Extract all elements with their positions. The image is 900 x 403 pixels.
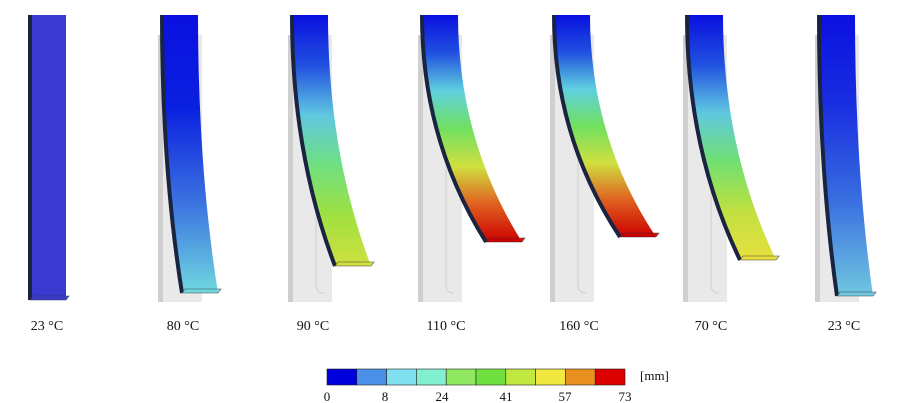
- strip-end: [334, 261, 375, 267]
- temperature-label: 80 °C: [167, 319, 199, 334]
- strip: [292, 15, 371, 266]
- strip-edge: [552, 14, 622, 239]
- colorbar-swatch: [505, 368, 536, 386]
- colorbar-unit: [mm]: [640, 368, 669, 383]
- colorbar-tick-label: 41: [500, 389, 513, 403]
- colorbar-swatch: [416, 368, 447, 386]
- strip-end: [739, 255, 780, 261]
- strip: [819, 15, 873, 296]
- colorbar: 0 8 24 41 57 73 [mm]: [324, 368, 669, 403]
- strip: [554, 15, 656, 237]
- plate-edge: [418, 35, 423, 302]
- colorbar-tick-label: 57: [559, 389, 573, 403]
- colorbar-swatch: [445, 368, 477, 386]
- strip-edge: [160, 14, 184, 294]
- colorbar-swatch: [356, 368, 387, 386]
- colorbar-tick-label: 73: [619, 389, 632, 403]
- temperature-label: 23 °C: [31, 319, 63, 334]
- plate-groove: [577, 55, 587, 294]
- strip-end: [836, 291, 877, 297]
- strip-end: [619, 232, 660, 238]
- temperature-label: 160 °C: [559, 319, 598, 334]
- strip-edge: [685, 14, 742, 261]
- strip-end: [485, 237, 526, 243]
- colorbar-swatch: [326, 368, 358, 386]
- colorbar-swatch: [565, 368, 596, 386]
- plate-groove: [315, 55, 325, 294]
- strip: [30, 15, 66, 300]
- plate-edge: [550, 35, 555, 302]
- strip-edge: [817, 14, 839, 297]
- temperature-label: 70 °C: [695, 319, 727, 334]
- strip-end: [181, 288, 222, 294]
- temperature-label: 90 °C: [297, 319, 329, 334]
- plate-groove: [445, 55, 455, 294]
- strip: [687, 15, 776, 260]
- plate-groove: [710, 55, 720, 294]
- temperature-label: 23 °C: [828, 319, 860, 334]
- colorbar-swatch: [535, 368, 566, 386]
- colorbar-tick-label: 0: [324, 389, 331, 403]
- strip-edge: [290, 14, 337, 267]
- plate-edge: [815, 35, 820, 302]
- strip-edge: [420, 14, 488, 244]
- strip: [422, 15, 522, 242]
- strip: [162, 15, 218, 293]
- plate-edge: [683, 35, 688, 302]
- colorbar-swatch: [475, 368, 507, 386]
- plate-edge: [158, 35, 163, 302]
- temperature-label: 110 °C: [427, 319, 466, 334]
- plate-edge: [288, 35, 293, 302]
- colorbar-swatch: [386, 368, 417, 386]
- colorbar-swatch: [594, 368, 626, 386]
- colorbar-tick-label: 24: [436, 389, 450, 403]
- strip-end: [29, 295, 70, 301]
- colorbar-tick-label: 8: [382, 389, 389, 403]
